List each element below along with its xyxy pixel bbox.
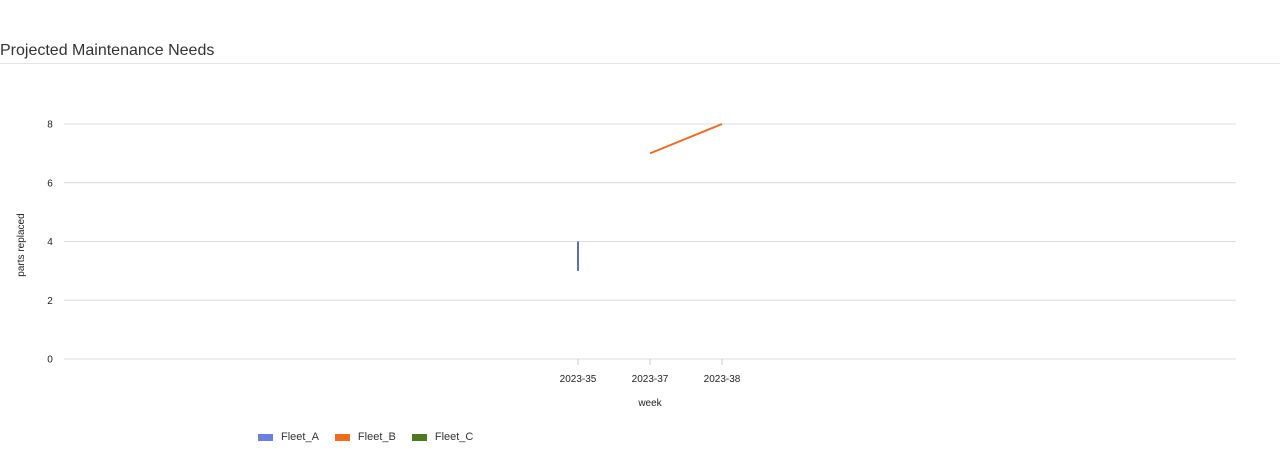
legend-swatch — [258, 433, 273, 441]
x-tick-label: 2023-38 — [704, 374, 741, 385]
legend-item-fleet-a[interactable]: Fleet_A — [258, 431, 319, 443]
y-tick-label: 6 — [47, 178, 53, 189]
x-axis-title: week — [637, 398, 662, 409]
legend-swatch — [334, 433, 350, 441]
x-tick-label: 2023-37 — [632, 374, 669, 385]
x-tick-label: 2023-35 — [560, 374, 597, 385]
series-line-fleet-b — [649, 123, 723, 155]
legend-swatch — [411, 433, 427, 441]
legend: Fleet_A Fleet_B Fleet_C — [258, 431, 489, 443]
legend-label: Fleet_B — [357, 431, 396, 443]
gridlines — [64, 123, 1236, 360]
y-tick-label: 8 — [47, 120, 53, 131]
legend-item-fleet-b[interactable]: Fleet_B — [334, 431, 396, 443]
y-tick-label: 4 — [47, 237, 53, 248]
y-axis-title: parts replaced — [16, 213, 27, 276]
series-lines — [577, 123, 723, 271]
chart-title: Projected Maintenance Needs — [0, 42, 215, 59]
y-tick-label: 2 — [47, 296, 53, 307]
axis-ticks: 0 2 4 6 8 2023-35 2023-37 2023-38 — [47, 120, 741, 386]
legend-item-fleet-c[interactable]: Fleet_C — [411, 431, 474, 443]
y-tick-label: 0 — [47, 355, 53, 366]
legend-label: Fleet_C — [434, 431, 474, 443]
title-divider — [0, 63, 1280, 64]
legend-label: Fleet_A — [281, 431, 319, 443]
